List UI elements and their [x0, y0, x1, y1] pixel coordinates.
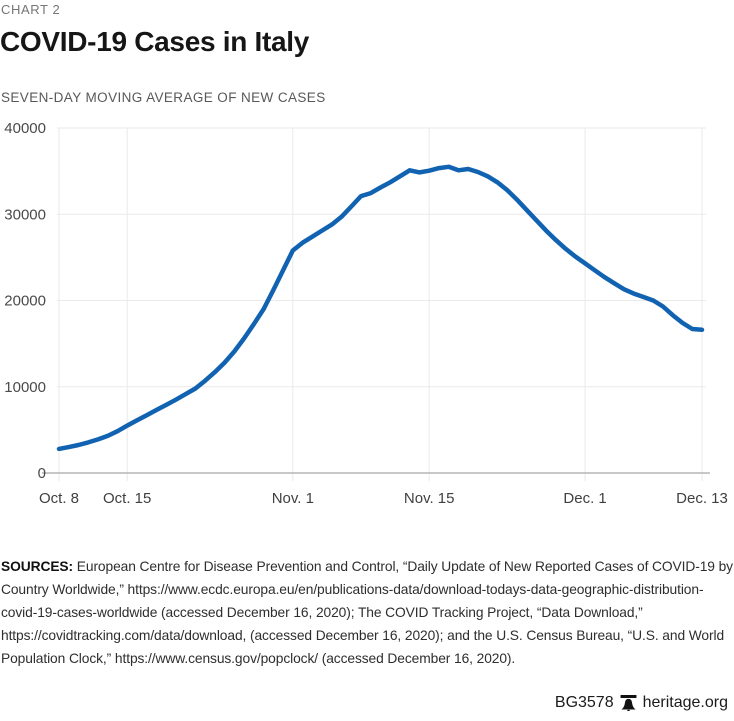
y-axis-tick-label: 0: [38, 465, 46, 482]
x-axis-tick-label: Oct. 15: [103, 490, 151, 507]
site-name: heritage.org: [642, 694, 728, 711]
heritage-bell-logo-icon: [620, 695, 637, 711]
document-id: BG3578: [554, 694, 614, 711]
x-axis-tick-label: Nov. 1: [272, 490, 314, 507]
x-axis-tick-label: Oct. 8: [39, 490, 79, 507]
x-axis-tick-label: Dec. 1: [563, 490, 606, 507]
page-title: COVID-19 Cases in Italy: [0, 26, 310, 57]
chart-number-label: CHART 2: [1, 2, 61, 17]
y-axis-tick-label: 30000: [4, 206, 46, 223]
x-axis-tick-label: Nov. 15: [404, 490, 455, 507]
sources-note: SOURCES: European Centre for Disease Pre…: [1, 555, 734, 670]
y-axis-tick-label: 40000: [4, 120, 46, 137]
sources-text: European Centre for Disease Prevention a…: [1, 559, 733, 666]
y-axis-tick-label: 10000: [4, 379, 46, 396]
sources-label: SOURCES:: [1, 559, 74, 574]
chart-subtitle: SEVEN-DAY MOVING AVERAGE OF NEW CASES: [1, 90, 326, 105]
footer: BG3578 heritage.org: [555, 694, 728, 712]
data-line-italy-cases: [56, 164, 705, 452]
y-axis-tick-label: 20000: [4, 293, 46, 310]
x-axis-tick-label: Dec. 13: [676, 490, 728, 507]
